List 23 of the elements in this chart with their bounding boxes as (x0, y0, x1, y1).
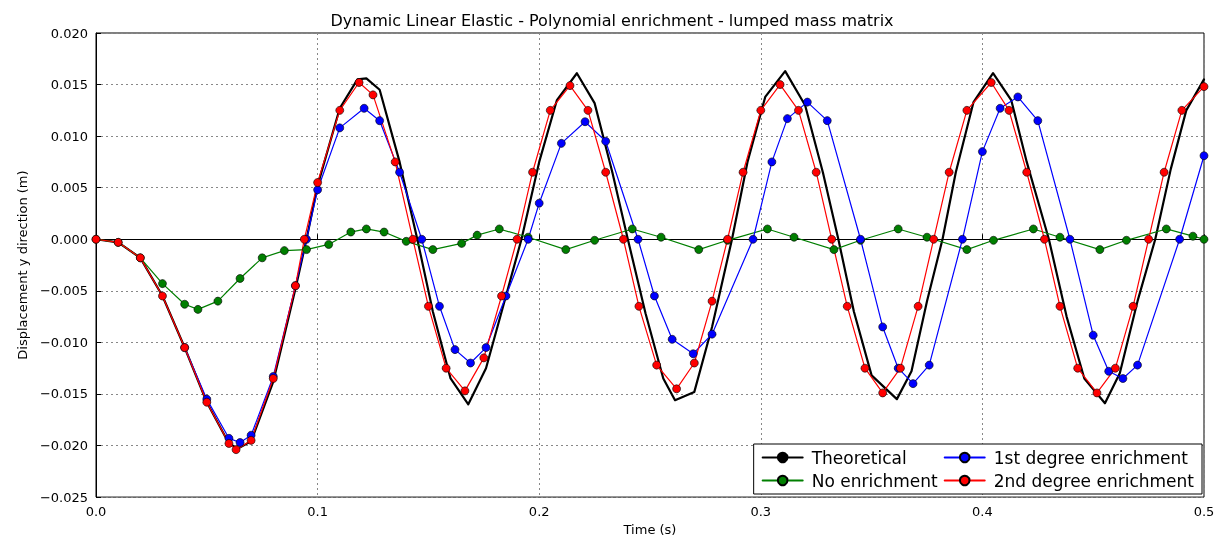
x-tick-label: 0.1 (307, 504, 328, 520)
chart-title: Dynamic Linear Elastic - Polynomial enrichment - lumped mass matrix (330, 10, 894, 30)
y-tick-label: −0.010 (39, 334, 88, 350)
y-tick-label: 0.010 (50, 128, 88, 144)
y-tick-label: 0.020 (50, 25, 88, 41)
x-tick-label: 0.4 (972, 504, 993, 520)
y-axis-title: Displacement y direction (m) (14, 170, 30, 360)
legend-label: Theoretical (810, 447, 907, 468)
y-tick-label: −0.015 (39, 386, 88, 402)
y-tick-label: 0.005 (50, 180, 88, 196)
y-tick-label: −0.020 (39, 438, 88, 454)
legend-label: No enrichment (811, 470, 939, 491)
y-tick-label: 0.015 (50, 77, 88, 93)
y-tick-label: −0.025 (39, 489, 88, 505)
legend-label: 1st degree enrichment (993, 447, 1189, 468)
x-tick-label: 0.5 (1193, 504, 1215, 520)
x-tick-label: 0.0 (85, 504, 107, 520)
y-tick-label: 0.000 (50, 231, 88, 247)
legend-label: 2nd degree enrichment (993, 470, 1195, 491)
y-tick-label: −0.005 (39, 283, 88, 299)
x-axis-title: Time (s) (622, 522, 677, 537)
x-tick-label: 0.3 (750, 504, 772, 520)
x-tick-label: 0.2 (528, 504, 550, 520)
